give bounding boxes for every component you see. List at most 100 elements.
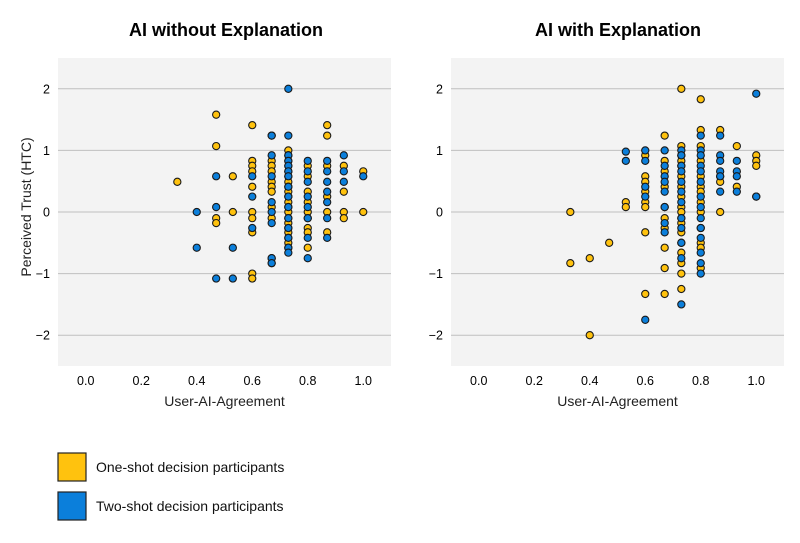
two-shot-point (641, 156, 650, 166)
two-shot-point (192, 243, 201, 252)
two-shot-point (323, 156, 332, 166)
one-shot-point (248, 120, 257, 130)
grid-lines (451, 88, 784, 336)
one-shot-point (566, 207, 575, 217)
y-axis-ticks: 2 1 0 −1 −2 (429, 82, 443, 342)
one-shot-point (228, 172, 237, 181)
two-shot-point (716, 156, 725, 166)
two-shot-point (696, 202, 705, 212)
one-shot-point (660, 263, 669, 273)
one-shot-point (303, 243, 312, 252)
two-shot-point (696, 177, 705, 186)
two-shot-point (212, 172, 221, 181)
y-tick-label: 0 (436, 206, 443, 220)
two-shot-point (284, 214, 293, 223)
one-shot-point (248, 274, 257, 283)
legend-swatch (57, 452, 87, 482)
x-tick-label: 0.0 (470, 374, 487, 388)
two-shot-point (660, 177, 669, 186)
legend-label: Two-shot decision participants (96, 498, 284, 514)
two-shot-point (696, 167, 705, 176)
two-shot-point (284, 248, 293, 257)
one-shot-point (677, 84, 686, 93)
one-shot-point (248, 182, 257, 191)
two-shot-point (696, 258, 705, 268)
one-shot-point (696, 95, 705, 104)
two-shot-point (303, 202, 312, 212)
y-tick-label: −1 (429, 267, 443, 281)
y-tick-label: −1 (36, 267, 50, 281)
two-shot-point (303, 156, 312, 166)
one-shot-point (212, 218, 221, 228)
two-shot-point (359, 172, 368, 181)
two-shot-point (641, 146, 650, 155)
legend: One-shot decision participants Two-shot … (57, 452, 284, 521)
y-tick-label: 2 (43, 82, 50, 96)
panel-ai-without-explanation: AI without Explanation 2 1 0 −1 −2 0.0 0… (18, 20, 391, 409)
two-shot-point (323, 177, 332, 186)
two-shot-point (323, 167, 332, 176)
one-shot-point (359, 207, 368, 217)
two-shot-point (641, 182, 650, 191)
two-shot-point (228, 274, 237, 283)
two-shot-point (696, 151, 705, 160)
two-shot-point (284, 84, 293, 93)
panel-ai-with-explanation: AI with Explanation 2 1 0 −1 −2 0.0 0.2 … (429, 20, 784, 409)
x-axis-ticks: 0.0 0.2 0.4 0.6 0.8 1.0 (77, 374, 372, 388)
y-tick-label: 0 (43, 206, 50, 220)
legend-item-one-shot: One-shot decision participants (57, 452, 284, 482)
one-shot-point (716, 207, 725, 217)
chart-title: AI without Explanation (129, 20, 323, 40)
two-shot-point (752, 192, 761, 201)
legend-label: One-shot decision participants (96, 459, 284, 475)
chart-title: AI with Explanation (535, 20, 701, 40)
two-shot-point (716, 187, 725, 196)
x-tick-label: 1.0 (748, 374, 765, 388)
one-shot-point (641, 289, 650, 299)
two-shot-point (248, 223, 257, 233)
two-shot-point (284, 233, 293, 243)
two-shot-point (677, 214, 686, 223)
two-shot-point (716, 172, 725, 181)
two-shot-point (660, 228, 669, 237)
two-shot-point (621, 156, 630, 166)
two-shot-point (303, 254, 312, 263)
two-shot-point (212, 274, 221, 283)
two-shot-point (641, 192, 650, 201)
two-shot-point (267, 172, 276, 181)
one-shot-point (323, 120, 332, 130)
two-shot-point (732, 172, 741, 181)
one-shot-point (660, 289, 669, 299)
two-shot-point (660, 146, 669, 155)
one-shot-point (248, 214, 257, 223)
two-shot-point (696, 131, 705, 140)
one-shot-point (339, 187, 348, 196)
x-tick-label: 0.6 (637, 374, 654, 388)
two-shot-point (696, 269, 705, 278)
two-shot-point (303, 214, 312, 223)
one-shot-point (212, 110, 221, 119)
two-shot-point (677, 223, 686, 233)
two-shot-point (677, 254, 686, 263)
y-axis-label: Perceived Trust (HTC) (18, 137, 34, 276)
one-shot-point (228, 207, 237, 217)
two-shot-point (303, 177, 312, 186)
two-shot-point (339, 151, 348, 160)
x-tick-label: 0.4 (581, 374, 598, 388)
one-shot-point (732, 141, 741, 151)
one-shot-point (752, 161, 761, 170)
two-shot-point (732, 156, 741, 166)
one-shot-point (566, 258, 575, 268)
one-shot-point (677, 269, 686, 278)
two-shot-point (677, 238, 686, 247)
two-shot-point (732, 187, 741, 196)
y-tick-label: −2 (429, 329, 443, 343)
x-tick-label: 0.6 (244, 374, 261, 388)
two-shot-point (677, 151, 686, 160)
y-axis-ticks: 2 1 0 −1 −2 (36, 82, 50, 342)
two-shot-point (339, 167, 348, 176)
two-shot-point (323, 214, 332, 223)
scatter-points (566, 84, 761, 340)
two-shot-point (696, 214, 705, 223)
